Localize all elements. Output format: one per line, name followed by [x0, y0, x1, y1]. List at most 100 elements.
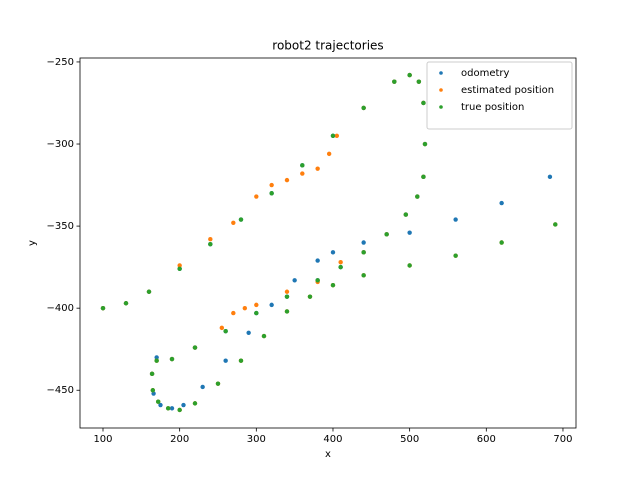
data-point — [284, 177, 290, 183]
data-point — [547, 174, 553, 180]
data-point — [242, 305, 248, 311]
data-point — [154, 355, 159, 360]
data-point — [177, 266, 182, 271]
data-point — [154, 358, 159, 363]
data-point — [223, 328, 228, 334]
data-point — [330, 282, 336, 288]
data-point — [361, 273, 366, 278]
data-point — [181, 402, 186, 408]
data-point — [338, 260, 343, 265]
data-point — [315, 258, 320, 263]
plot-area — [79, 57, 577, 429]
data-point — [158, 402, 163, 408]
data-point — [192, 401, 198, 406]
data-point — [261, 333, 267, 339]
data-point — [326, 151, 332, 157]
data-point — [330, 250, 336, 255]
data-point — [238, 358, 244, 363]
x-tick-label: 400 — [323, 434, 342, 445]
data-point — [422, 141, 428, 147]
data-point — [361, 250, 366, 255]
data-point — [155, 399, 161, 404]
y-tick-label: −450 — [47, 385, 74, 396]
data-point — [453, 217, 458, 222]
data-point — [415, 194, 420, 199]
chart-title: robot2 trajectories — [272, 39, 383, 53]
data-point — [284, 294, 290, 299]
data-point — [150, 388, 156, 393]
data-point — [238, 217, 244, 222]
data-point — [284, 309, 290, 314]
data-point — [315, 278, 320, 283]
data-point — [284, 289, 290, 294]
legend-label: odometry — [461, 68, 510, 79]
x-tick-label: 700 — [553, 434, 572, 445]
y-tick-label: −300 — [47, 139, 74, 150]
data-point — [177, 263, 182, 268]
data-point — [100, 305, 106, 311]
data-point — [219, 325, 225, 331]
data-point — [307, 294, 313, 299]
data-point — [231, 310, 236, 316]
data-point — [300, 171, 305, 176]
data-point — [246, 330, 251, 335]
data-point — [254, 194, 259, 199]
y-tick-label: −400 — [47, 303, 74, 314]
data-point — [407, 230, 412, 235]
data-point — [149, 371, 155, 377]
legend-label: estimated position — [461, 85, 554, 96]
data-point — [292, 278, 297, 283]
data-point — [499, 200, 504, 206]
data-point — [169, 406, 175, 411]
data-point — [208, 241, 213, 247]
y-tick-label: −250 — [47, 57, 74, 68]
data-point — [208, 237, 213, 242]
data-point — [421, 100, 426, 106]
x-tick-label: 200 — [170, 434, 189, 445]
data-point — [231, 220, 236, 226]
y-axis-label: y — [27, 240, 38, 246]
data-point — [200, 384, 205, 390]
data-point — [215, 381, 221, 386]
data-point — [315, 166, 320, 171]
legend-marker — [439, 88, 443, 92]
data-point — [392, 79, 397, 84]
data-point — [254, 302, 259, 308]
data-point — [269, 182, 274, 188]
data-point — [177, 407, 182, 413]
data-point — [361, 240, 366, 245]
data-point — [421, 174, 426, 180]
x-tick-label: 300 — [247, 434, 266, 445]
x-axis-label: x — [325, 449, 331, 460]
data-point — [499, 240, 504, 245]
legend-marker — [439, 105, 443, 109]
x-tick-label: 500 — [400, 434, 419, 445]
data-point — [269, 191, 274, 196]
data-point — [165, 406, 171, 411]
data-point — [169, 356, 175, 362]
data-point — [453, 253, 458, 258]
data-point — [151, 391, 156, 396]
data-point — [269, 302, 274, 308]
data-point — [223, 358, 228, 363]
data-point — [407, 263, 412, 268]
data-point — [300, 163, 305, 168]
data-point — [254, 310, 259, 316]
data-point — [334, 133, 340, 139]
data-point — [407, 72, 412, 78]
data-point — [330, 133, 336, 139]
y-tick-label: −350 — [47, 221, 74, 232]
data-point — [361, 105, 366, 111]
data-point — [338, 264, 343, 270]
data-point — [146, 289, 152, 294]
x-tick-label: 600 — [477, 434, 496, 445]
data-point — [123, 301, 129, 306]
legend-label: true position — [461, 102, 524, 113]
data-point — [384, 232, 389, 237]
data-point — [553, 222, 558, 227]
data-point — [416, 79, 422, 84]
data-point — [403, 212, 409, 217]
legend-marker — [439, 71, 443, 75]
legend-box — [426, 61, 573, 130]
